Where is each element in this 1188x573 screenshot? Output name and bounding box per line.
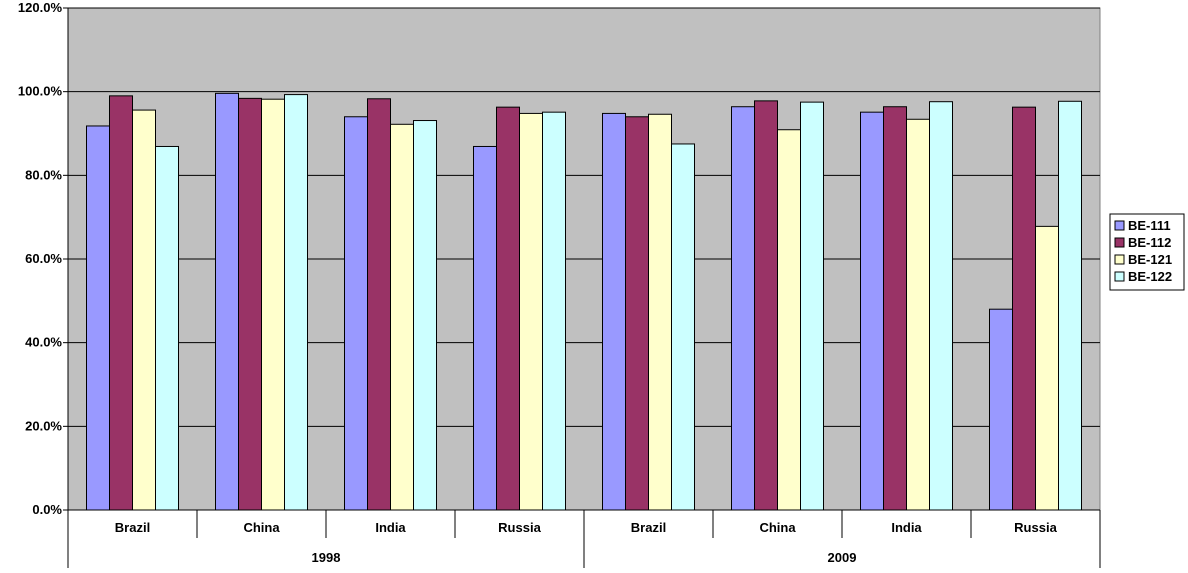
x-category-label: China	[759, 520, 796, 535]
y-tick-label: 120.0%	[18, 0, 63, 15]
x-category-label: Russia	[1014, 520, 1057, 535]
bar	[519, 112, 543, 511]
y-tick-label: 80.0%	[25, 167, 62, 182]
bar	[602, 112, 626, 511]
x-category-label: China	[243, 520, 280, 535]
legend-label: BE-112	[1128, 235, 1171, 250]
bar	[109, 95, 133, 511]
bar	[390, 123, 414, 511]
bar	[215, 92, 239, 511]
bar	[731, 106, 755, 511]
bar	[777, 129, 801, 511]
bar	[473, 145, 497, 511]
bar	[929, 101, 953, 511]
x-category-label: Brazil	[115, 520, 150, 535]
bar	[800, 101, 824, 511]
x-category-label: India	[375, 520, 406, 535]
bar	[754, 100, 778, 511]
legend-label: BE-122	[1128, 269, 1172, 284]
y-tick-label: 0.0%	[32, 502, 62, 517]
bar	[671, 143, 695, 511]
legend-label: BE-111	[1128, 218, 1171, 233]
bar	[344, 116, 368, 511]
x-group-label: 2009	[828, 550, 857, 565]
bar	[989, 308, 1013, 511]
y-tick-label: 100.0%	[18, 84, 63, 99]
x-category-label: Brazil	[631, 520, 666, 535]
legend-swatch	[1114, 220, 1125, 231]
legend-swatch	[1114, 254, 1125, 265]
bar	[238, 97, 262, 511]
y-tick-label: 60.0%	[25, 251, 62, 266]
bar	[413, 120, 437, 511]
legend-label: BE-121	[1128, 252, 1172, 267]
y-tick-label: 20.0%	[25, 418, 62, 433]
bar	[625, 116, 649, 511]
bar	[261, 98, 285, 511]
bar	[86, 125, 110, 511]
legend-swatch	[1114, 271, 1125, 282]
bar	[648, 113, 672, 511]
x-category-label: India	[891, 520, 922, 535]
bar	[132, 109, 156, 511]
bar	[883, 106, 907, 511]
bar	[542, 111, 566, 511]
bar	[1058, 100, 1082, 511]
bar	[1035, 225, 1059, 511]
x-group-label: 1998	[312, 550, 341, 565]
bar	[1012, 106, 1036, 511]
y-tick-label: 40.0%	[25, 335, 62, 350]
bar	[860, 111, 884, 511]
bar	[906, 118, 930, 511]
x-category-label: Russia	[498, 520, 541, 535]
bar	[367, 98, 391, 511]
bar	[284, 94, 308, 511]
bar	[155, 145, 179, 511]
bar	[496, 106, 520, 511]
legend-swatch	[1114, 237, 1125, 248]
